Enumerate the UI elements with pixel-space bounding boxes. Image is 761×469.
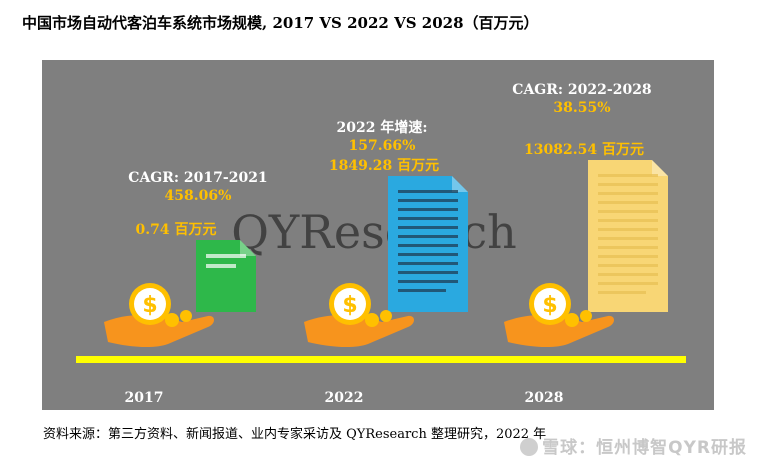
hand-coin-icon-2017: $ xyxy=(104,283,214,348)
baseline-bar xyxy=(76,356,686,363)
document-line xyxy=(598,219,658,222)
document-line xyxy=(598,273,658,276)
coin-small xyxy=(580,310,592,322)
document-line xyxy=(598,210,658,213)
value-label-2017: 0.74 百万元 xyxy=(136,222,217,238)
snowball-logo-icon xyxy=(520,438,539,456)
coin-small xyxy=(380,310,392,322)
annotation-value-2017: 458.06% xyxy=(165,188,232,204)
hand-shape xyxy=(504,315,614,348)
annotation-label-2022: 2022 年增速: xyxy=(336,119,427,136)
coin-dollar: $ xyxy=(542,293,557,318)
coin-small xyxy=(565,313,579,327)
hand-coin-icon-2022: $ xyxy=(304,283,414,348)
corner-watermark: 雪球：恒州博智QYR研报 xyxy=(520,433,747,458)
coin-inner xyxy=(334,288,366,320)
annotation-label-2017: CAGR: 2017-2021 xyxy=(128,170,267,186)
document-line xyxy=(598,201,658,204)
chart-title: 中国市场自动代客泊车系统市场规模, 2017 VS 2022 VS 2028（百… xyxy=(22,14,539,32)
hand-coin-icon-2028: $ xyxy=(504,283,614,348)
document-line xyxy=(598,282,658,285)
annotation-value-2028: 38.55% xyxy=(553,100,610,116)
chart-panel: QYResearch $0.74 百万元 CAGR: 2017-2021 458.06… xyxy=(42,60,714,410)
document-icon-2022 xyxy=(388,176,468,312)
coin-dollar: $ xyxy=(342,293,357,318)
coin-small xyxy=(165,313,179,327)
document-line xyxy=(398,226,458,230)
document-line xyxy=(598,183,658,186)
document-line xyxy=(206,281,246,284)
category-label-2022: 2022 xyxy=(325,390,364,406)
document-icon-2028 xyxy=(588,160,668,312)
document-line xyxy=(398,271,458,275)
document-fold xyxy=(652,160,668,176)
document-line xyxy=(598,228,658,231)
document-line xyxy=(598,255,658,258)
document-line xyxy=(206,272,246,275)
hand-shape xyxy=(304,315,414,348)
document-line xyxy=(598,237,658,240)
document-line xyxy=(398,190,458,194)
document-line xyxy=(598,264,658,267)
document-line xyxy=(598,174,658,177)
document-line xyxy=(398,280,458,284)
document-line xyxy=(398,217,458,221)
hand-shape xyxy=(104,315,214,348)
category-label-2028: 2028 xyxy=(525,390,564,406)
document-line xyxy=(206,254,246,258)
watermark-text: QYResearch xyxy=(231,205,517,259)
document-body xyxy=(588,160,668,312)
document-line xyxy=(398,262,458,266)
document-line xyxy=(398,199,458,203)
coin-dollar: $ xyxy=(142,293,157,318)
document-line xyxy=(206,290,234,293)
document-line xyxy=(398,208,458,212)
document-fold xyxy=(452,176,468,193)
document-fold xyxy=(240,240,256,256)
document-line xyxy=(598,246,658,249)
document-line xyxy=(398,244,458,248)
document-line xyxy=(598,291,646,294)
value-label-2022: 1849.28 百万元 xyxy=(329,158,439,174)
coin-small xyxy=(365,313,379,327)
coin-inner xyxy=(134,288,166,320)
corner-watermark-text: 雪球：恒州博智QYR研报 xyxy=(542,438,747,458)
value-label-2028: 13082.54 百万元 xyxy=(524,142,644,158)
document-line xyxy=(598,192,658,195)
chart-svg: QYResearch $0.74 百万元 CAGR: 2017-2021 458.06… xyxy=(76,82,686,406)
coin-small xyxy=(180,310,192,322)
coin-inner xyxy=(534,288,566,320)
document-line xyxy=(206,264,236,268)
source-footnote: 资料来源：第三方资料、新闻报道、业内专家采访及 QYResearch 整理研究，… xyxy=(43,427,547,442)
document-icon-2017 xyxy=(196,240,256,312)
annotation-value-2022: 157.66% xyxy=(349,138,416,154)
annotation-label-2028: CAGR: 2022-2028 xyxy=(512,82,651,98)
category-label-2017: 2017 xyxy=(125,390,164,406)
document-line xyxy=(398,235,458,239)
document-line xyxy=(398,289,446,293)
document-line xyxy=(398,253,458,257)
